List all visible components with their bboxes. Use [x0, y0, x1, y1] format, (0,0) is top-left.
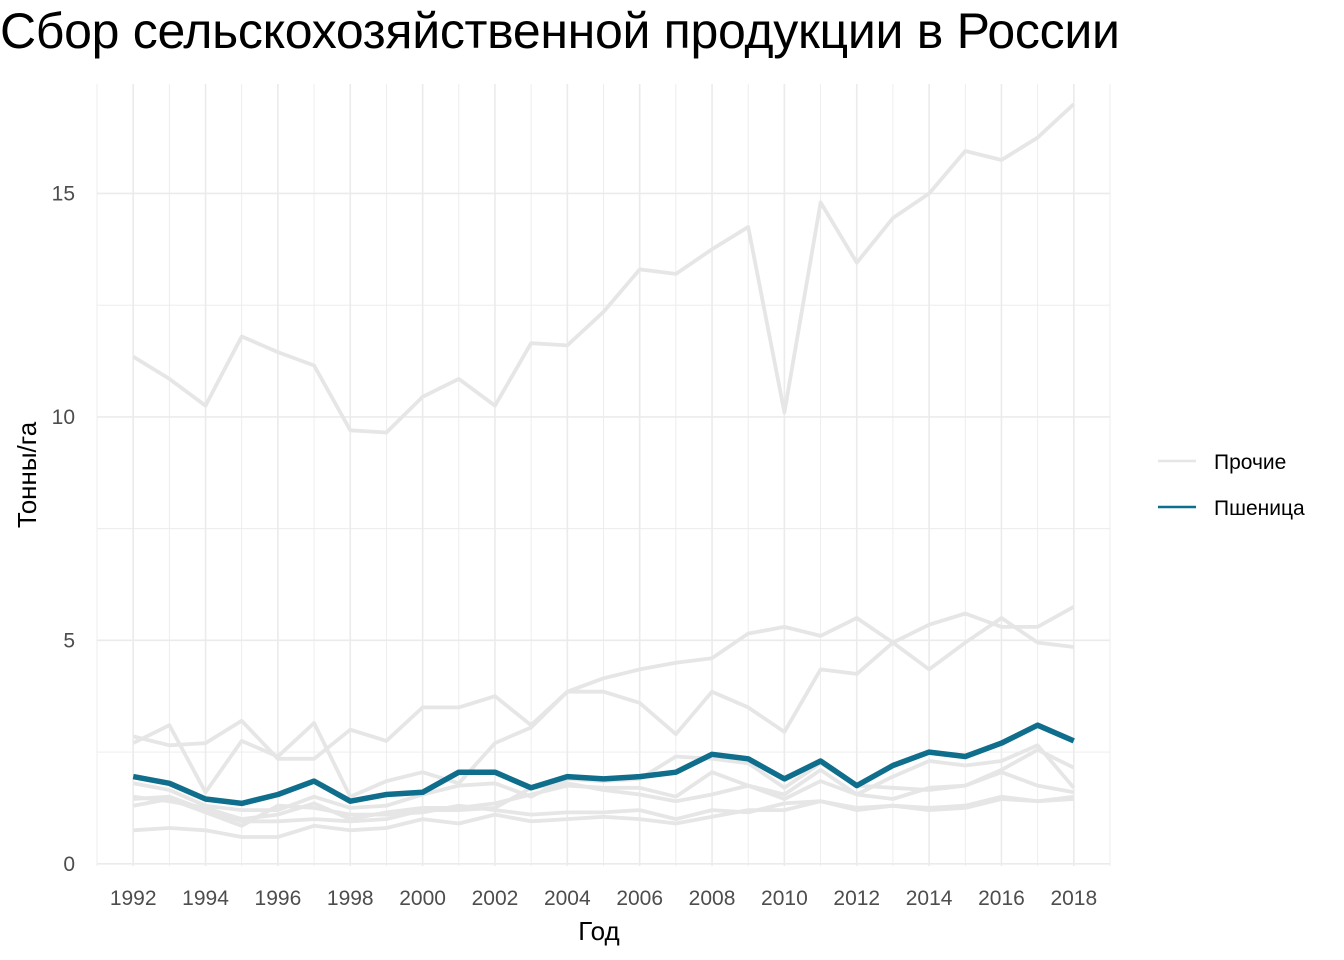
x-tick-label: 1992 [110, 887, 157, 910]
chart-title: Сбор сельскохозяйственной продукции в Ро… [0, 3, 1120, 59]
y-tick-labels: 0 5 10 15 [52, 182, 75, 875]
series-line-other-1 [132, 102, 1076, 435]
y-tick-label: 10 [52, 406, 75, 429]
x-tick-label: 2018 [1050, 887, 1097, 910]
x-tick-label: 2012 [833, 887, 880, 910]
y-axis-label: Тонны/га [12, 421, 42, 528]
legend-label-1: Прочие [1214, 451, 1286, 474]
y-tick-label: 15 [52, 182, 75, 205]
x-tick-labels: 1992 1994 1996 1998 2000 2002 2004 2006 2008 2010… [110, 887, 1097, 910]
x-tick-label: 2016 [978, 887, 1025, 910]
legend-label-2: Пшеница [1214, 497, 1305, 520]
x-tick-label: 2006 [616, 887, 663, 910]
x-tick-label: 1996 [255, 887, 302, 910]
x-tick-label: 1994 [182, 887, 229, 910]
series-line-wheat [132, 722, 1075, 807]
series-line-other-7 [133, 770, 1075, 824]
x-tick-label: 2010 [761, 887, 808, 910]
grid-lines [96, 84, 1111, 866]
series-wheat [132, 722, 1075, 807]
series-line-other-3 [132, 605, 1075, 761]
series-line-other-2 [132, 616, 1075, 799]
x-tick-label: 2004 [544, 887, 591, 910]
x-tick-label: 2014 [906, 887, 953, 910]
x-tick-label: 1998 [327, 887, 374, 910]
x-tick-label: 2000 [399, 887, 446, 910]
y-tick-label: 0 [63, 853, 75, 876]
x-tick-label: 2002 [472, 887, 519, 910]
x-tick-label: 2008 [689, 887, 736, 910]
series-line-other-5 [132, 743, 1076, 821]
legend: Прочие Пшеница [1158, 451, 1305, 520]
y-tick-label: 5 [63, 629, 75, 652]
x-axis-label: Год [578, 916, 619, 946]
series-line-other-8 [133, 797, 1074, 839]
series-others [132, 102, 1076, 839]
